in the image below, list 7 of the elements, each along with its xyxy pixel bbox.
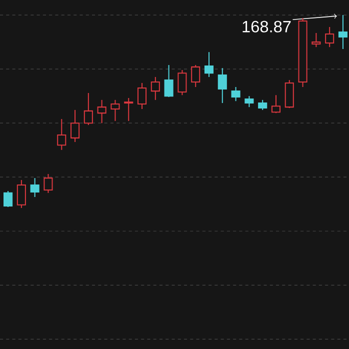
candlestick xyxy=(57,118,66,150)
candlestick xyxy=(150,76,160,100)
candlestick xyxy=(30,178,40,198)
candlestick xyxy=(218,68,227,104)
candlestick xyxy=(97,99,106,124)
candlestick xyxy=(338,14,348,50)
annotation: 168.87 xyxy=(242,20,291,32)
